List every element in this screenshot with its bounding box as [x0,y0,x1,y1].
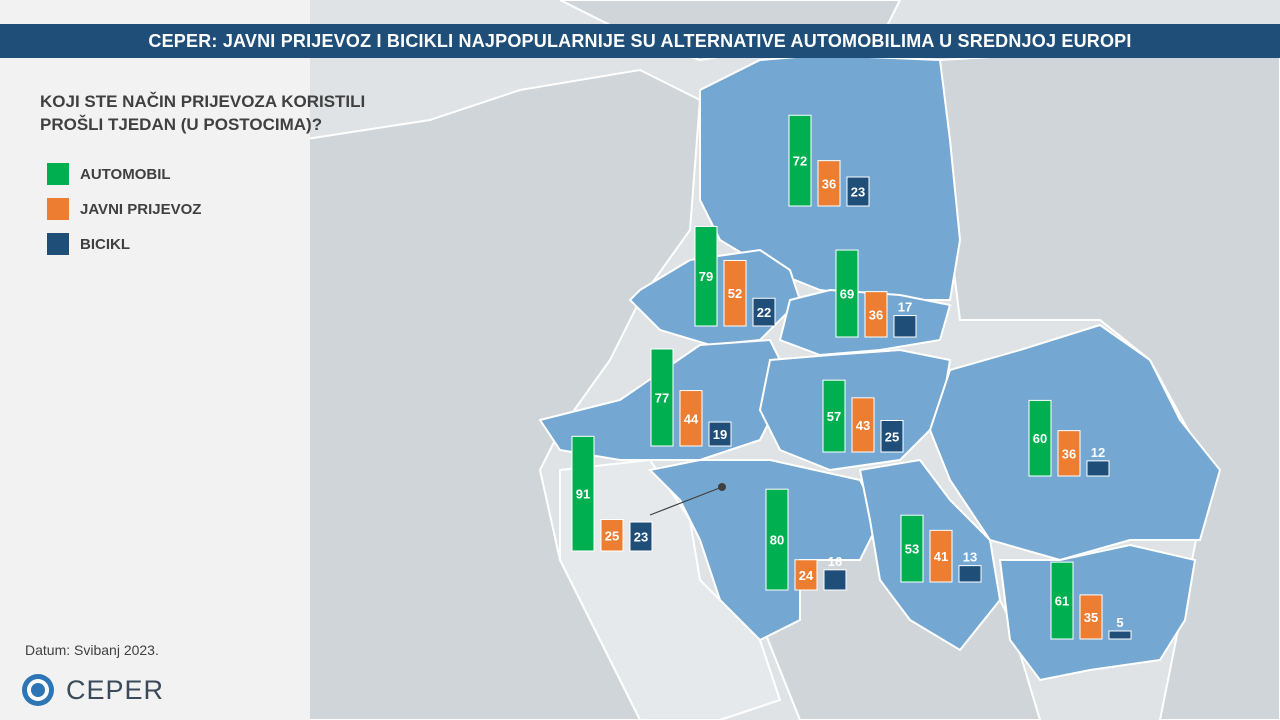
bar-label-automobil-3: 69 [840,287,854,302]
bar-label-javni-prijevoz-8: 24 [799,568,814,583]
bar-group-5: 57 43 25 [822,379,904,453]
bar-label-javni-prijevoz-10: 35 [1084,610,1098,625]
legend-label-javni-prijevoz: JAVNI PRIJEVOZ [80,200,202,218]
bar-group-4: 77 44 19 [650,348,732,447]
bar-bicikl-10 [1108,630,1132,640]
legend-label-bicikl: BICIKL [80,235,130,253]
bar-bicikl-2 [752,297,776,327]
bar-label-automobil-9: 53 [905,542,919,557]
title: CEPER: JAVNI PRIJEVOZ I BICIKLI NAJPOPUL… [148,30,1132,51]
bar-label-bicikl-3: 17 [898,300,912,315]
bar-bicikl-9 [958,565,982,583]
legend-item-javni-prijevoz: JAVNI PRIJEVOZ [47,198,201,220]
bar-label-automobil-2: 79 [699,269,713,284]
slovenia-pointer-line [649,486,723,516]
bar-label-bicikl-5: 25 [885,429,899,444]
bar-label-automobil-6: 60 [1033,431,1047,446]
bar-automobil-2 [694,225,718,327]
bar-label-bicikl-8: 16 [828,554,842,569]
logo-text: CEPER [66,674,165,705]
bar-label-bicikl-1: 23 [851,185,865,200]
bar-javni-prijevoz-1 [817,160,841,207]
bar-group-2: 79 52 22 [694,225,776,327]
bar-label-javni-prijevoz-9: 41 [934,549,948,564]
bar-group-8: 80 24 16 [765,488,847,591]
legend-swatch-automobil [47,163,69,185]
bar-label-javni-prijevoz-5: 43 [856,418,870,433]
question-text: KOJI STE NAČIN PRIJEVOZA KORISTILI PROŠL… [40,92,366,134]
bar-bicikl-4 [708,421,732,447]
bar-bicikl-1 [846,176,870,207]
bar-label-javni-prijevoz-7: 25 [605,528,619,543]
bar-label-bicikl-2: 22 [757,305,771,320]
bar-group-1: 72 36 23 [788,114,870,207]
slovenia-pointer-dot [718,483,726,491]
bar-automobil-10 [1050,561,1074,640]
bar-group-6: 60 36 12 [1028,399,1110,477]
bar-label-javni-prijevoz-3: 36 [869,307,883,322]
bar-label-javni-prijevoz-6: 36 [1062,446,1076,461]
bar-label-automobil-7: 91 [576,487,590,502]
bar-automobil-6 [1028,399,1052,477]
bar-group-7: 91 25 23 [571,435,653,552]
bar-label-bicikl-4: 19 [713,427,727,442]
bar-label-automobil-5: 57 [827,409,841,424]
bar-javni-prijevoz-8 [794,559,818,591]
bar-javni-prijevoz-9 [929,529,953,583]
bar-group-10: 61 35 5 [1050,561,1132,640]
bar-javni-prijevoz-2 [723,259,747,327]
bar-group-3: 69 36 17 [835,249,917,338]
bar-automobil-3 [835,249,859,338]
bar-label-automobil-1: 72 [793,154,807,169]
legend-item-automobil: AUTOMOBIL [47,163,171,185]
bar-javni-prijevoz-6 [1057,430,1081,477]
bar-label-javni-prijevoz-1: 36 [822,176,836,191]
ceper-logo: CEPER [20,672,164,708]
bar-automobil-7 [571,435,595,552]
bar-label-javni-prijevoz-4: 44 [684,411,699,426]
title-bar: CEPER: JAVNI PRIJEVOZ I BICIKLI NAJPOPUL… [0,24,1280,58]
legend-swatch-bicikl [47,233,69,255]
bar-label-javni-prijevoz-2: 52 [728,286,742,301]
bar-javni-prijevoz-3 [864,291,888,338]
bar-automobil-1 [788,114,812,207]
bar-javni-prijevoz-7 [600,519,624,552]
bar-label-automobil-4: 77 [655,390,669,405]
bar-bicikl-7 [629,521,653,552]
legend-item-bicikl: BICIKL [47,233,130,255]
bar-javni-prijevoz-4 [679,390,703,447]
bar-automobil-9 [900,514,924,583]
bar-javni-prijevoz-10 [1079,594,1103,640]
bar-label-automobil-8: 80 [770,533,784,548]
bar-label-bicikl-9: 13 [963,550,977,565]
bar-automobil-4 [650,348,674,447]
bar-automobil-8 [765,488,789,591]
bar-bicikl-6 [1086,460,1110,477]
bar-automobil-5 [822,379,846,453]
bar-bicikl-8 [823,569,847,591]
bar-label-bicikl-7: 23 [634,530,648,545]
bar-bicikl-3 [893,315,917,338]
date-note: Datum: Svibanj 2023. [25,642,159,658]
bar-label-automobil-10: 61 [1055,594,1069,609]
left-panel [0,0,310,720]
legend-swatch-javni-prijevoz [47,198,69,220]
legend-label-automobil: AUTOMOBIL [80,165,171,183]
bar-bicikl-5 [880,420,904,453]
bar-group-9: 53 41 13 [900,514,982,583]
bar-label-bicikl-6: 12 [1091,445,1105,460]
ceper-logo-icon [22,674,54,706]
bar-javni-prijevoz-5 [851,397,875,453]
bar-label-bicikl-10: 5 [1116,615,1123,630]
